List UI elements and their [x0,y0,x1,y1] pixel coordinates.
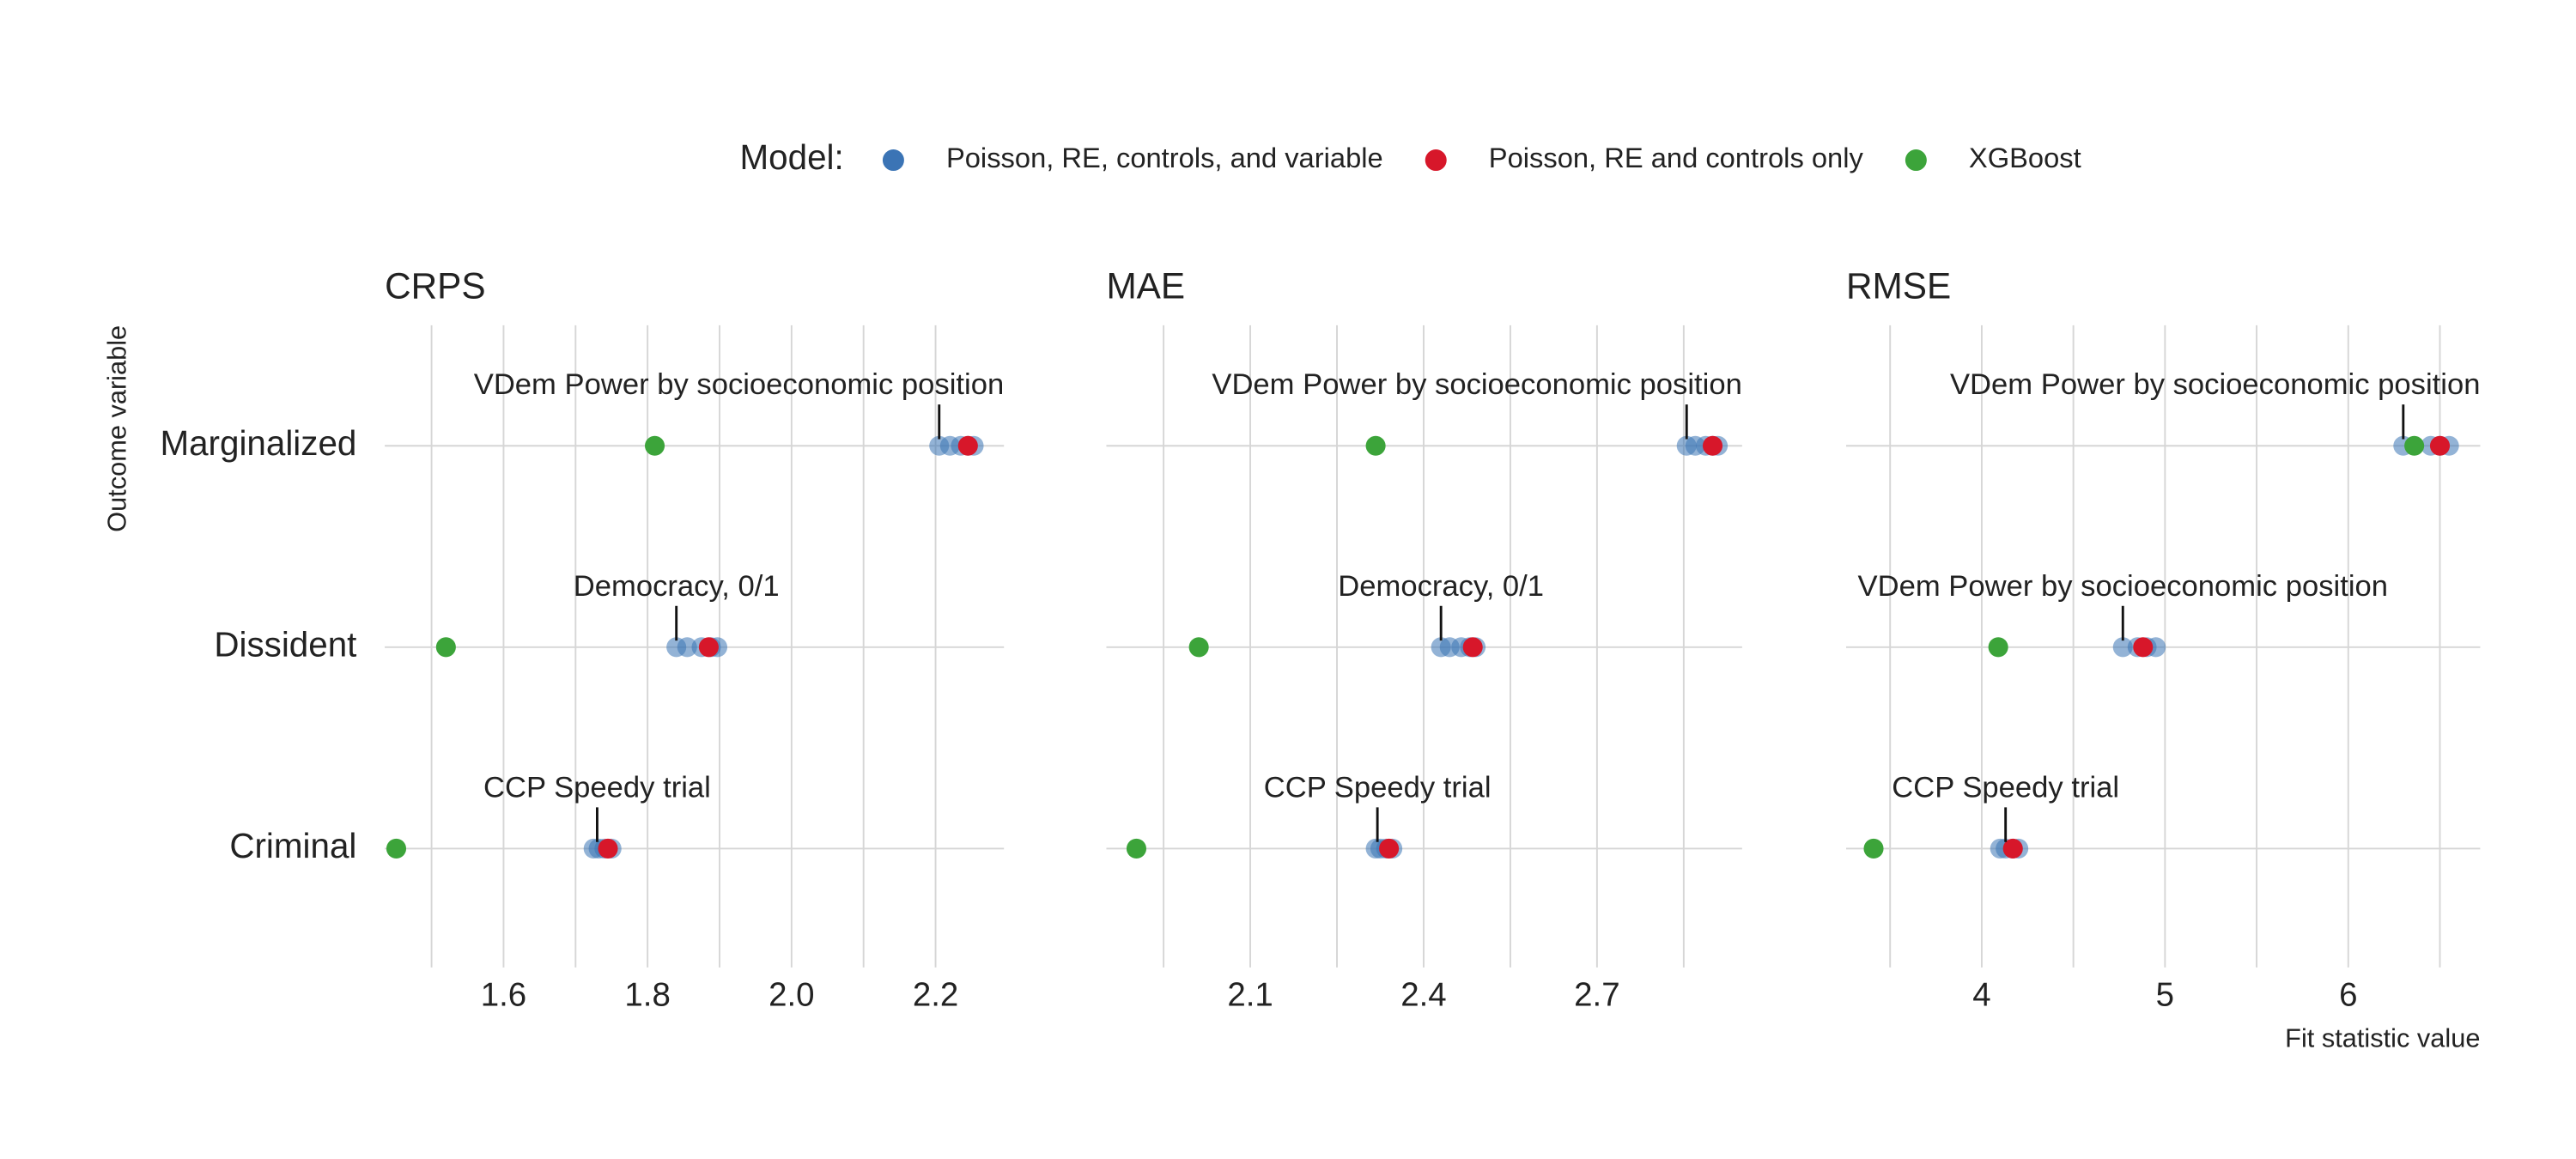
dot [435,637,456,658]
x-tick-label: 2.4 [1400,977,1446,1014]
x-tick-label: 5 [2156,977,2174,1014]
y-axis-label: Outcome variable [102,325,132,532]
annotation: VDem Power by socioeconomic position [1858,570,2388,603]
dot [1188,637,1209,658]
x-axis-label: Fit statistic value [2285,1023,2480,1053]
legend-label: XGBoost [1969,142,2081,173]
panel-title: CRPS [385,266,486,306]
dot [2002,838,2023,859]
x-tick-label: 2.0 [769,977,814,1014]
dot [1365,435,1386,456]
annotation: Democracy, 0/1 [574,570,780,603]
dot [2133,637,2154,658]
x-tick-label: 2.7 [1574,977,1619,1014]
dot [1988,637,2008,658]
legend-label: Poisson, RE and controls only [1489,142,1864,173]
x-tick-label: 2.1 [1227,977,1273,1014]
legend-marker [1905,149,1927,172]
x-tick-label: 6 [2339,977,2357,1014]
dot [386,838,407,859]
dot [1863,838,1884,859]
dot [957,435,978,456]
dot [2429,435,2451,456]
legend-marker [1425,149,1447,172]
dot [1126,838,1146,859]
y-tick-label: Dissident [214,625,356,664]
legend-title: Model: [740,137,844,177]
dot [2112,637,2133,658]
y-tick-label: Marginalized [160,423,356,463]
dot [1462,637,1483,658]
annotation: VDem Power by socioeconomic position [1950,368,2480,401]
x-tick-label: 4 [1972,977,1990,1014]
legend-marker [882,149,904,172]
annotation: CCP Speedy trial [483,771,711,804]
legend-label: Poisson, RE, controls, and variable [946,142,1383,173]
y-tick-label: Criminal [229,826,356,865]
annotation: CCP Speedy trial [1264,771,1492,804]
panel-title: RMSE [1846,266,1951,306]
x-tick-label: 1.6 [481,977,526,1014]
annotation: Democracy, 0/1 [1338,570,1544,603]
annotation: VDem Power by socioeconomic position [474,368,1004,401]
annotation: VDem Power by socioeconomic position [1212,368,1741,401]
panel-title: MAE [1106,266,1185,306]
dot [677,637,697,658]
dot [2404,435,2425,456]
x-tick-label: 1.8 [624,977,670,1014]
dot [698,637,719,658]
annotation: CCP Speedy trial [1892,771,2119,804]
dot [1379,838,1400,859]
dot [644,435,665,456]
dot [598,838,618,859]
dot [1702,435,1723,456]
x-tick-label: 2.2 [913,977,958,1014]
